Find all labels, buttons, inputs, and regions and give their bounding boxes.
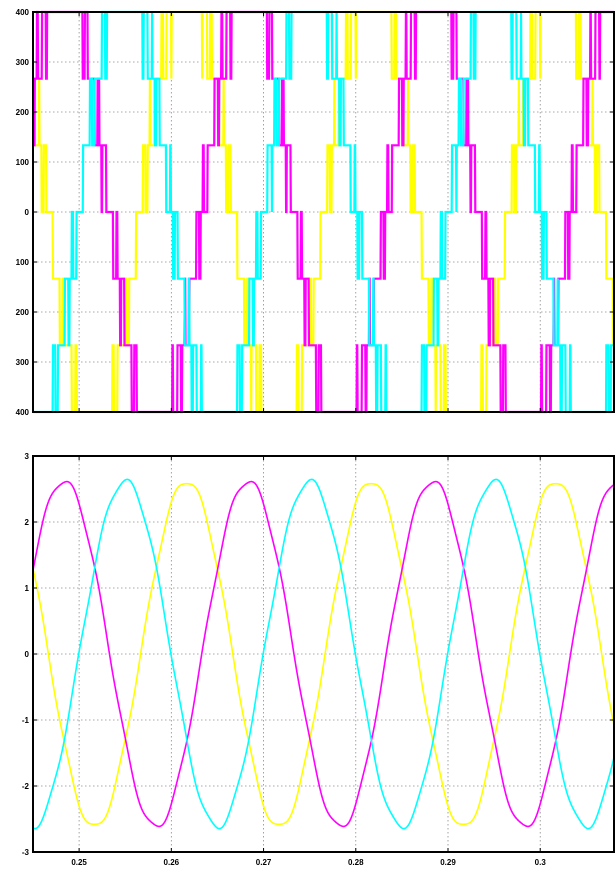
- x-tick-label: 0.28: [348, 858, 364, 867]
- top-plot-voltage: 400 300 200 100 0 100 200 300 400: [16, 8, 615, 417]
- y-tick-label: 3: [25, 452, 30, 461]
- x-tick-label: 0.26: [164, 858, 180, 867]
- y-tick-label: 100: [16, 258, 30, 267]
- series-group: [32, 478, 615, 830]
- y-tick-label: 0: [25, 208, 30, 217]
- series-line-current-1: [32, 482, 615, 826]
- y-tick-label: 200: [16, 308, 30, 317]
- x-tick-label: 0.3: [535, 858, 547, 867]
- y-tick-label: 300: [16, 358, 30, 367]
- series-group: [32, 10, 615, 414]
- series-line-voltage-1: [33, 10, 615, 414]
- y-tick-label: 200: [16, 108, 30, 117]
- y-tick-label: -1: [22, 716, 30, 725]
- bottom-plot-current: 3 2 1 0 -1 -2 -3 0.25 0.26 0.27 0.28 0.29 0.3: [22, 452, 615, 867]
- y-tick-label: 100: [16, 158, 30, 167]
- x-tick-label: 0.25: [71, 858, 87, 867]
- y-tick-label: 400: [16, 408, 30, 417]
- grid-lines: [33, 456, 614, 852]
- y-tick-label: 0: [25, 650, 30, 659]
- series-line-current-3: [32, 478, 615, 830]
- series-line-current-2: [32, 480, 615, 828]
- x-tick-label: 0.27: [256, 858, 272, 867]
- y-tick-label: 2: [25, 518, 30, 527]
- y-tick-label: 400: [16, 8, 30, 17]
- y-tick-label: 1: [25, 584, 30, 593]
- axes-frame: [32, 455, 615, 853]
- x-tick-label: 0.29: [440, 858, 456, 867]
- y-tick-label: -2: [22, 782, 30, 791]
- y-tick-label: -3: [22, 848, 30, 857]
- y-tick-label: 300: [16, 58, 30, 67]
